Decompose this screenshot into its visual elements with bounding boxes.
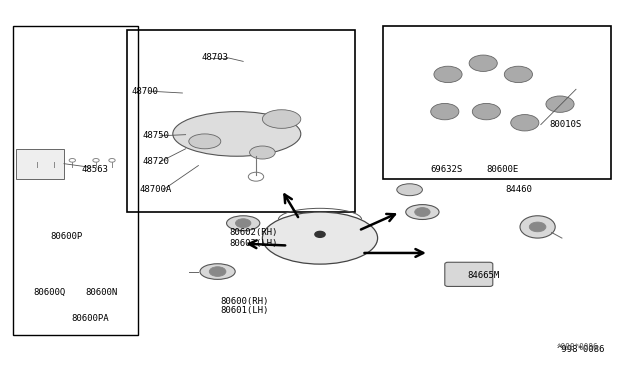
Circle shape (415, 208, 430, 217)
Circle shape (511, 115, 539, 131)
Text: 48700A: 48700A (140, 185, 172, 194)
Text: 80601(LH): 80601(LH) (221, 306, 269, 315)
Circle shape (472, 103, 500, 120)
Text: 80600N: 80600N (85, 288, 117, 296)
Ellipse shape (397, 184, 422, 196)
Ellipse shape (262, 110, 301, 128)
Text: ^998*0086: ^998*0086 (557, 343, 598, 352)
Text: 48720: 48720 (142, 157, 169, 166)
Circle shape (469, 55, 497, 71)
Circle shape (431, 103, 459, 120)
Text: 48703: 48703 (202, 53, 228, 62)
Text: 80010S: 80010S (549, 120, 581, 129)
Circle shape (504, 66, 532, 83)
Ellipse shape (262, 212, 378, 264)
Ellipse shape (406, 205, 439, 219)
Bar (383, 26, 611, 179)
Text: 48700: 48700 (131, 87, 158, 96)
Bar (16, 149, 64, 179)
Text: 80602(RH): 80602(RH) (229, 228, 278, 237)
Ellipse shape (200, 264, 236, 279)
Circle shape (434, 66, 462, 83)
Ellipse shape (189, 134, 221, 149)
Ellipse shape (173, 112, 301, 156)
Text: 84665M: 84665M (467, 271, 499, 280)
Circle shape (529, 222, 546, 232)
Circle shape (209, 267, 226, 276)
Ellipse shape (520, 216, 556, 238)
Circle shape (315, 231, 325, 237)
Text: 80600PA: 80600PA (72, 314, 109, 323)
Ellipse shape (250, 146, 275, 159)
Bar (13, 26, 138, 335)
Text: 80600P: 80600P (50, 232, 82, 241)
Text: 84460: 84460 (506, 185, 532, 194)
Text: 48563: 48563 (82, 165, 109, 174)
Text: ^998*0086: ^998*0086 (557, 345, 605, 354)
Text: 80600(RH): 80600(RH) (221, 297, 269, 306)
Text: 80600Q: 80600Q (33, 288, 65, 296)
Circle shape (546, 96, 574, 112)
Text: 69632S: 69632S (430, 165, 462, 174)
Ellipse shape (227, 216, 260, 231)
Text: 80603(LH): 80603(LH) (229, 239, 278, 248)
Text: 48750: 48750 (142, 131, 169, 140)
Circle shape (236, 219, 251, 228)
FancyBboxPatch shape (445, 262, 493, 286)
Text: 80600E: 80600E (486, 165, 518, 174)
Bar (127, 30, 355, 212)
